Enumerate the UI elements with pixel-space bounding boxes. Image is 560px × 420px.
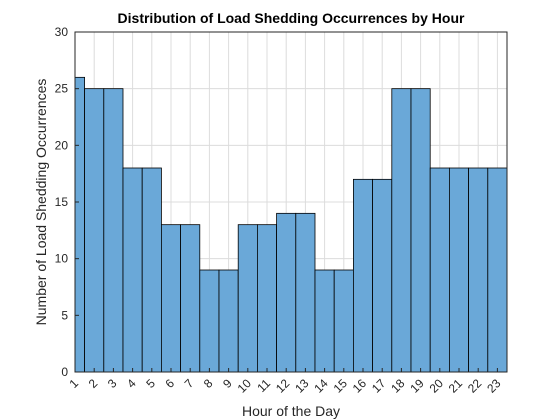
y-tick-label: 10 (55, 252, 69, 266)
x-tick-label: 12 (273, 376, 293, 396)
x-tick-label: 11 (254, 376, 273, 395)
chart-title: Distribution of Load Shedding Occurrence… (118, 10, 465, 26)
y-tick-label: 30 (55, 25, 69, 39)
x-tick-label: 17 (369, 376, 389, 396)
x-tick-label: 22 (465, 376, 485, 396)
x-tick-label: 5 (143, 376, 158, 391)
x-tick-label: 20 (427, 376, 447, 396)
bar-hour-18 (391, 88, 412, 373)
bar-hour-13 (295, 212, 316, 373)
bar-hour-6 (160, 224, 181, 373)
bar-hour-11 (256, 224, 277, 373)
x-tick-label: 16 (350, 376, 370, 396)
y-axis-label: Number of Load Shedding Occurrences (33, 79, 49, 326)
x-axis-label: Hour of the Day (242, 403, 340, 419)
bar-hour-14 (314, 269, 335, 373)
bar-hour-19 (410, 88, 431, 373)
x-tick-label: 10 (235, 376, 255, 396)
x-tick-label: 6 (162, 376, 177, 391)
x-tick-label: 3 (105, 376, 120, 391)
bar-hour-15 (333, 269, 354, 373)
x-tick-label: 4 (124, 376, 139, 391)
x-tick-label: 13 (292, 376, 312, 396)
y-tick-label: 5 (61, 308, 68, 322)
bar-hour-8 (199, 269, 220, 373)
bar-hour-12 (276, 212, 297, 373)
bar-hour-16 (352, 178, 373, 373)
x-tick-label: 1 (66, 376, 81, 391)
bar-hour-10 (237, 224, 258, 373)
bar-hour-1 (74, 76, 85, 373)
y-tick-label: 25 (55, 82, 69, 96)
bar-hour-4 (122, 167, 143, 373)
bar-hour-7 (180, 224, 201, 373)
x-tick-label: 15 (331, 376, 351, 396)
x-tick-label: 18 (388, 376, 408, 396)
x-tick-label: 8 (201, 376, 216, 391)
x-tick-label: 19 (407, 376, 427, 396)
x-tick-label: 2 (86, 376, 101, 391)
x-tick-label: 9 (220, 376, 235, 391)
bar-hour-9 (218, 269, 239, 373)
y-ticks: 0 5 10 15 20 25 30 (55, 25, 79, 379)
bar-hour-23 (487, 167, 508, 373)
bar-hour-3 (103, 88, 124, 373)
y-tick-label: 15 (55, 195, 69, 209)
x-tick-label: 14 (311, 376, 331, 396)
y-tick-label: 20 (55, 138, 69, 152)
bar-hour-17 (372, 178, 393, 373)
x-tick-label: 7 (182, 376, 197, 391)
y-tick-label: 0 (61, 365, 68, 379)
bar-hour-21 (448, 167, 469, 373)
bar-hour-20 (429, 167, 450, 373)
x-tick-label: 21 (446, 376, 466, 396)
bar-hour-5 (141, 167, 162, 373)
bar-hour-22 (468, 167, 489, 373)
bars (74, 76, 508, 373)
bar-hour-2 (84, 88, 105, 373)
x-tick-label: 23 (484, 376, 504, 396)
